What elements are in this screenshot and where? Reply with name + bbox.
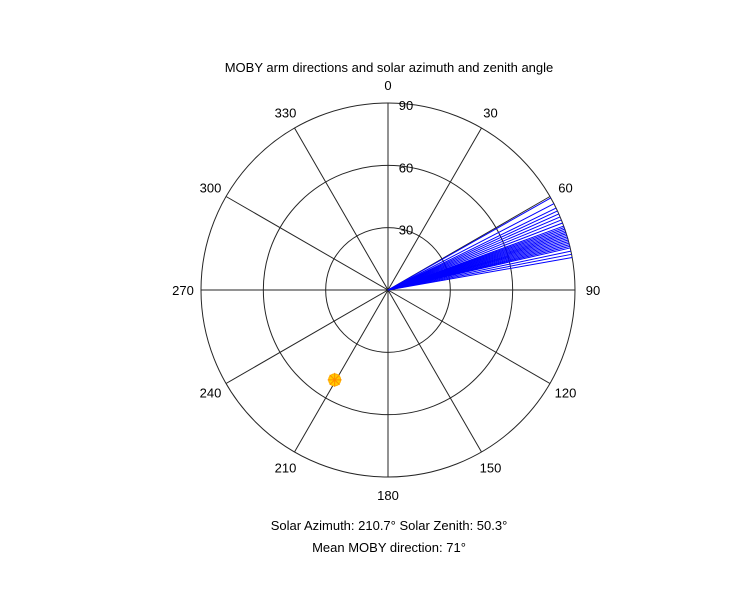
moby-arm-line-2 bbox=[387, 207, 557, 291]
moby-arm-line-7 bbox=[387, 222, 563, 291]
theta-tick-label-240: 240 bbox=[200, 386, 222, 401]
theta-tick-label-60: 60 bbox=[558, 181, 572, 196]
r-tick-label-90: 90 bbox=[399, 98, 413, 113]
grid-spoke-30 bbox=[387, 127, 482, 291]
moby-arm-line-22 bbox=[387, 247, 571, 291]
grid-spoke-210 bbox=[294, 289, 389, 453]
theta-tick-label-210: 210 bbox=[275, 461, 297, 476]
moby-arm-line-23 bbox=[387, 250, 572, 291]
theta-tick-label-270: 270 bbox=[172, 283, 194, 298]
polar-grid bbox=[200, 102, 576, 478]
grid-spoke-300 bbox=[225, 196, 389, 291]
r-tick-label-60: 60 bbox=[399, 160, 413, 175]
theta-tick-label-0: 0 bbox=[384, 78, 391, 93]
caption-line-1: Solar Azimuth: 210.7° Solar Zenith: 50.3… bbox=[271, 518, 508, 533]
moby-arm-line-0 bbox=[387, 197, 552, 291]
tick-labels: 0 30 60 90 120 150 180 210 240 270 300 330 30 60 90 bbox=[172, 78, 600, 503]
grid-spoke-240 bbox=[225, 289, 389, 384]
r-tick-label-30: 30 bbox=[399, 223, 413, 238]
grid-spoke-330 bbox=[294, 127, 389, 291]
theta-tick-label-150: 150 bbox=[480, 461, 502, 476]
grid-spoke-150 bbox=[387, 289, 482, 453]
theta-tick-label-300: 300 bbox=[200, 181, 222, 196]
theta-tick-label-90: 90 bbox=[586, 283, 600, 298]
moby-arm-line-24 bbox=[387, 253, 572, 291]
theta-tick-label-120: 120 bbox=[555, 386, 577, 401]
grid-spoke-120 bbox=[387, 289, 551, 384]
moby-arm-line-5 bbox=[387, 216, 561, 291]
chart-title: MOBY arm directions and solar azimuth an… bbox=[225, 60, 554, 75]
moby-arm-line-3 bbox=[387, 210, 558, 291]
sun-marker-ray-3 bbox=[329, 374, 340, 386]
caption-line-2: Mean MOBY direction: 71° bbox=[312, 540, 466, 555]
theta-tick-label-330: 330 bbox=[275, 105, 297, 120]
theta-tick-label-180: 180 bbox=[377, 488, 399, 503]
moby-arm-line-1 bbox=[387, 203, 555, 291]
theta-tick-label-30: 30 bbox=[483, 105, 497, 120]
moby-arm-line-25 bbox=[387, 257, 573, 291]
series-layer bbox=[327, 197, 573, 387]
moby-arm-line-4 bbox=[387, 213, 560, 291]
moby-arm-line-6 bbox=[387, 219, 562, 291]
